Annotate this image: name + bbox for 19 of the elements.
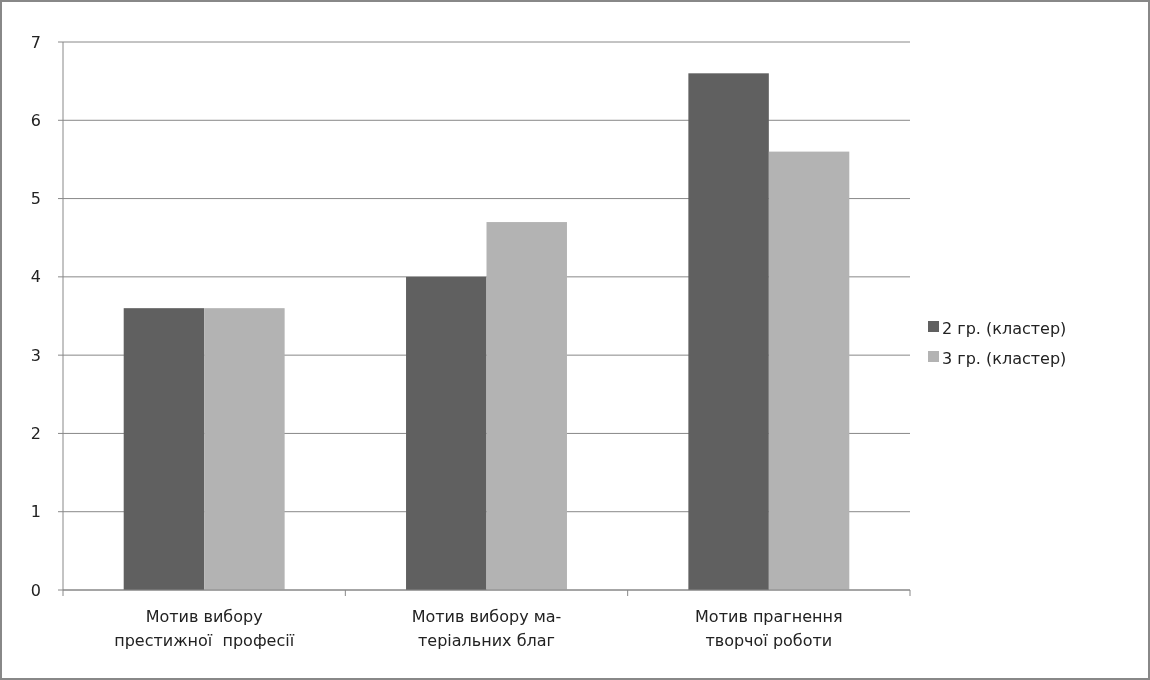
y-tick-label: 2 [30,424,41,444]
y-tick-label: 6 [30,110,41,130]
legend-label: 3 гр. (кластер) [942,348,1067,368]
y-tick-label: 5 [30,189,41,209]
x-tick-label: Мотив вибору ма- теріальних благ [411,607,562,650]
x-tick-label: Мотив вибору престижної професії [114,607,295,650]
y-tick-label: 7 [30,32,41,52]
bar [768,151,850,590]
bar [204,308,285,590]
bar [406,276,487,590]
bar [688,73,769,590]
legend-label: 2 гр. (кластер) [942,318,1067,338]
y-tick-label: 1 [30,502,41,522]
y-tick-label: 0 [30,580,41,600]
x-tick-label: Мотив прагнення творчої роботи [695,607,843,650]
bar [486,222,567,590]
bar [123,308,205,590]
y-tick-label: 3 [30,345,41,365]
y-tick-label: 4 [30,267,41,287]
